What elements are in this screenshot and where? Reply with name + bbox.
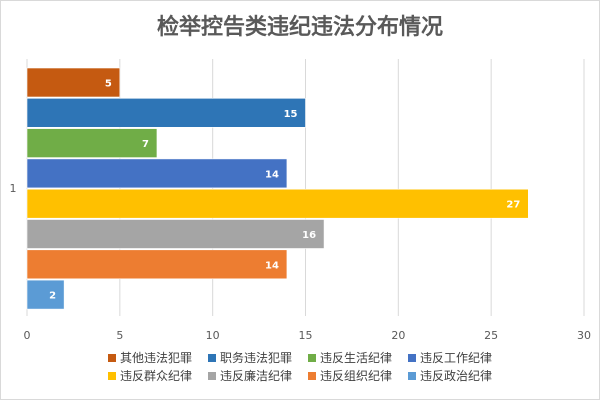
legend-swatch (308, 354, 316, 362)
y-axis-ticks: 1 (10, 182, 17, 195)
legend-label: 违反组织纪律 (320, 369, 392, 383)
bar (26, 219, 325, 249)
bar (26, 67, 121, 98)
legend-label: 职务违法犯罪 (220, 350, 292, 365)
bar (26, 249, 288, 280)
legend-label: 违反生活纪律 (320, 351, 392, 365)
x-tick-label: 25 (484, 329, 498, 342)
bar-value-label: 14 (265, 169, 279, 180)
bar (26, 188, 529, 219)
x-tick-label: 30 (577, 329, 591, 342)
legend-label: 违反群众纪律 (120, 369, 192, 383)
legend-swatch (408, 354, 416, 362)
legend-swatch (208, 354, 216, 362)
x-tick-label: 0 (24, 329, 31, 342)
legend-swatch (108, 372, 116, 380)
legend-item: 违反廉洁纪律 (208, 368, 292, 383)
legend-item: 其他违法犯罪 (108, 351, 192, 365)
x-tick-label: 5 (116, 329, 123, 342)
bar (26, 98, 306, 128)
legend-item: 违反生活纪律 (308, 351, 392, 365)
legend-swatch (208, 372, 216, 380)
bar-value-label: 14 (265, 260, 279, 271)
legend-item: 职务违法犯罪 (208, 350, 292, 365)
bar-value-label: 5 (105, 79, 112, 90)
x-axis-ticks: 0 5 10 15 20 25 30 (24, 329, 592, 342)
x-tick-label: 15 (299, 329, 313, 342)
legend-swatch (408, 372, 416, 380)
bar-value-label: 2 (49, 291, 56, 302)
bar (26, 279, 65, 310)
legend-item: 违反组织纪律 (308, 369, 392, 383)
legend-item: 违反工作纪律 (408, 351, 492, 365)
x-tick-label: 10 (206, 329, 220, 342)
bar-value-label: 7 (142, 139, 149, 150)
bar (26, 158, 288, 189)
legend-item: 违反群众纪律 (108, 369, 192, 383)
legend-swatch (108, 354, 116, 362)
y-category-label: 1 (10, 182, 17, 195)
legend-label: 违反工作纪律 (420, 351, 492, 365)
legend-label: 违反政治纪律 (420, 369, 492, 383)
legend-item: 违反政治纪律 (408, 369, 492, 383)
bar (26, 128, 158, 158)
bar-value-label: 15 (284, 109, 298, 120)
legend-label: 其他违法犯罪 (120, 351, 192, 365)
chart-title: 检举控告类违纪违法分布情况 (157, 14, 443, 40)
legend-swatch (308, 372, 316, 380)
legend-label: 违反廉洁纪律 (220, 368, 292, 383)
x-tick-label: 20 (391, 329, 405, 342)
bars: 5 15 7 14 27 16 14 2 (26, 67, 529, 310)
bar-value-label: 27 (506, 200, 520, 211)
bar-value-label: 16 (302, 230, 316, 241)
